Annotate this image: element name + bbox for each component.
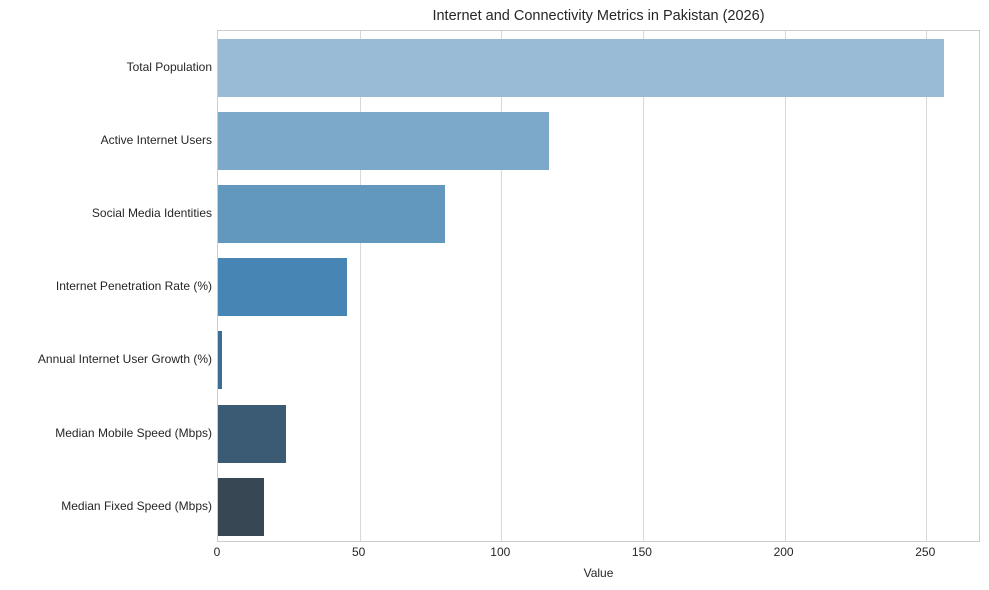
chart-title: Internet and Connectivity Metrics in Pak… [432,8,765,24]
bar [218,404,287,463]
y-tick-label: Internet Penetration Rate (%) [55,279,212,294]
bar [218,258,348,317]
gridline [359,31,361,541]
y-tick-label: Social Media Identities [91,206,212,221]
x-tick-label: 0 [213,545,221,559]
y-tick-label: Median Fixed Speed (Mbps) [61,498,212,513]
x-axis-label: Value [583,566,614,580]
gridline [501,31,503,541]
x-tick-label: 150 [631,545,652,559]
x-tick-label: 200 [773,545,794,559]
x-tick-label: 50 [351,545,366,559]
y-tick-label: Median Mobile Speed (Mbps) [55,425,212,440]
bar [218,477,265,536]
x-tick-label: 100 [490,545,511,559]
bar [218,39,945,97]
plot-area [217,30,980,542]
gridline [784,31,786,541]
y-tick-label: Total Population [126,60,212,74]
bar [218,185,445,244]
y-tick-label: Annual Internet User Growth (%) [37,352,212,367]
gridline [926,31,928,541]
x-tick-label: 250 [915,545,936,559]
bar [218,331,222,390]
bar [218,112,549,171]
gridline [642,31,644,541]
y-tick-label: Active Internet Users [100,133,212,148]
